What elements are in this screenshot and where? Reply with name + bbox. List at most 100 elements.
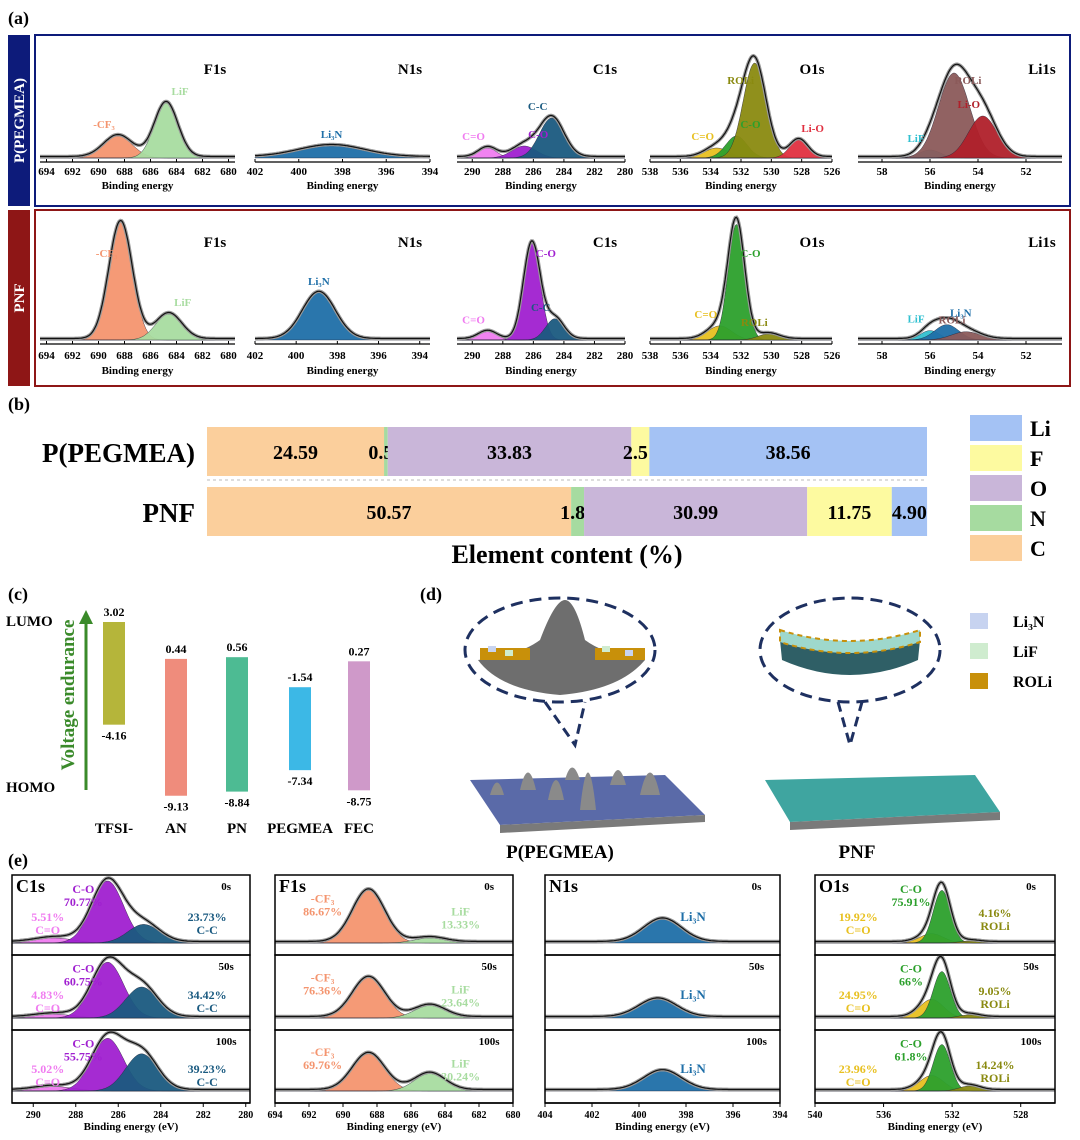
tick-label: 694 [38, 166, 55, 178]
time-label: 0s [484, 881, 495, 893]
tick-label: 394 [422, 166, 439, 178]
legend-swatch [970, 673, 988, 689]
tick-label: 686 [142, 350, 159, 362]
tick-label: 402 [247, 166, 264, 178]
panel-letter-d: (d) [420, 584, 442, 605]
peak-label: C-O [72, 882, 94, 896]
bar-segment-li [891, 487, 928, 536]
bar-segment-o [584, 487, 808, 536]
peak-label: ROLi [980, 1071, 1010, 1085]
peak-label: -CF₃ [96, 248, 118, 260]
tick-label: 690 [90, 166, 107, 178]
tick-label: 286 [525, 350, 542, 362]
tick-label: 536 [672, 350, 689, 362]
row-tab [8, 210, 30, 386]
tick-label: 690 [90, 350, 107, 362]
zoom-bubble-left [463, 596, 657, 704]
fitted-envelope [815, 881, 1055, 943]
bubble-pointer-left [543, 701, 587, 749]
peak-label: ROLi [980, 919, 1010, 933]
fitted-envelope [858, 317, 1062, 340]
energy-bar [289, 687, 311, 771]
lithium-anode-right [765, 775, 1000, 822]
tick-label: 290 [26, 1110, 41, 1121]
bar-segment-c [207, 487, 572, 536]
tick-label: 400 [632, 1110, 647, 1121]
peak-percent: 69.76% [303, 1058, 342, 1072]
fitted-envelope [815, 955, 1055, 1018]
legend-label: Li [1030, 416, 1051, 441]
tick-label: 54 [973, 166, 985, 178]
energy-bar [103, 622, 125, 725]
spectrum-title: N1s [398, 62, 422, 78]
bar-value-label: 24.59 [273, 442, 318, 464]
anode-side-right [790, 812, 1000, 830]
tick-label: 400 [291, 166, 308, 178]
tick-label: 686 [142, 166, 159, 178]
x-axis-label: Binding energy [307, 180, 379, 192]
tick-label: 56 [925, 166, 937, 178]
legend-swatch [970, 613, 988, 629]
homo-value: -8.84 [225, 796, 250, 810]
x-axis-label: Binding energy [924, 180, 996, 192]
tick-label: 536 [672, 166, 689, 178]
tick-label: 532 [945, 1110, 960, 1121]
x-axis-label: Element content (%) [451, 540, 682, 569]
peak-fill [545, 919, 780, 944]
fitted-envelope [12, 1031, 250, 1091]
peak-percent: 23.73% [188, 910, 227, 924]
peak-label: C=O [846, 1075, 871, 1089]
tick-label: 534 [702, 350, 719, 362]
category-label: PN [227, 821, 247, 837]
peak-percent: 13.33% [441, 917, 480, 931]
xps-panel-a: P(PEGMEA) 694 692 690 688 686 684 682 680 Binding… [8, 34, 1071, 387]
tick-label: 284 [556, 166, 573, 178]
fitted-envelope [545, 917, 780, 943]
tick-label: 526 [824, 350, 841, 362]
row-frame [34, 209, 1071, 387]
peak-percent: 9.05% [979, 984, 1012, 998]
tick-label: 54 [973, 350, 985, 362]
time-label: 100s [746, 1036, 768, 1048]
spectrum-n1s: 402 400 398 396 394 Binding energy N1s Li₃N [247, 62, 439, 192]
tick-label: 282 [586, 350, 603, 362]
fitted-envelope [457, 240, 625, 340]
tick-label: 688 [116, 350, 133, 362]
tick-label: 684 [168, 166, 185, 178]
homo-label: HOMO [6, 780, 55, 796]
illustration-legend: Li₃N LiF ROLi [970, 613, 1053, 691]
xps-depth-panel-e: 0s5.51%C=OC-O70.77%23.73%C-C50s4.83%C=OC… [11, 874, 1056, 1133]
tick-label: 530 [763, 166, 780, 178]
homo-value: -8.75 [347, 794, 372, 808]
time-label: 100s [479, 1036, 501, 1048]
spectrum-title: N1s [549, 876, 578, 896]
peak-percent: 34.42% [188, 988, 227, 1002]
legend-swatch-c [970, 535, 1022, 561]
time-label: 0s [752, 881, 763, 893]
spectrum-title: C1s [593, 62, 617, 78]
tick-label: 538 [642, 350, 659, 362]
tick-label: 692 [64, 166, 81, 178]
spectrum-title: O1s [799, 235, 824, 251]
time-label: 50s [749, 961, 765, 973]
panel-letter-b: (b) [8, 394, 30, 415]
legend-swatch-o [970, 475, 1022, 501]
caption-pnf: PNF [839, 842, 876, 863]
caption-ppegmea: P(PEGMEA) [506, 842, 614, 863]
time-label: 50s [482, 961, 498, 973]
legend-label: LiF [1013, 644, 1038, 661]
uniform-sei-particles [779, 628, 921, 654]
tick-label: 290 [464, 350, 481, 362]
peak-label: ROLi [727, 75, 754, 87]
spectrum-title: Li1s [1028, 235, 1056, 251]
subplot-frame [544, 1029, 781, 1104]
lumo-label: LUMO [6, 614, 53, 630]
peak-label: C=O [462, 131, 485, 143]
fitted-envelope [650, 55, 832, 158]
category-label: TFSI- [95, 821, 133, 837]
fitted-envelope [545, 997, 780, 1018]
peak-label: C=O [691, 131, 714, 143]
fitted-envelope [545, 1069, 780, 1091]
